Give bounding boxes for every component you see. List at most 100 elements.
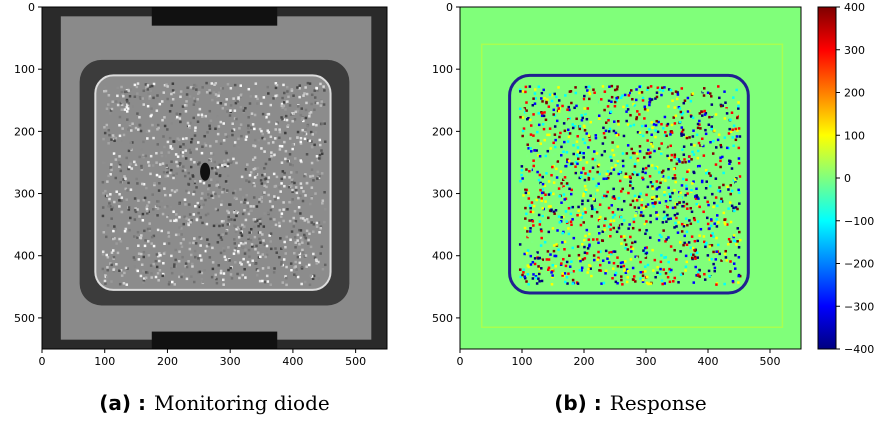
x-tick-label: 0 <box>457 355 464 368</box>
speckle <box>234 261 237 264</box>
speckle <box>313 144 316 147</box>
speckle <box>283 241 286 244</box>
speckle <box>731 136 734 139</box>
speckle <box>321 172 324 175</box>
speckle <box>589 139 592 142</box>
speckle <box>276 176 279 179</box>
speckle <box>731 190 734 193</box>
speckle <box>701 114 704 117</box>
speckle <box>665 238 668 241</box>
speckle <box>708 270 711 273</box>
speckle <box>738 147 741 150</box>
speckle <box>190 166 193 169</box>
speckle <box>621 94 624 97</box>
speckle <box>737 281 740 284</box>
speckle <box>304 138 307 141</box>
speckle <box>299 159 302 162</box>
speckle <box>305 117 308 120</box>
speckle <box>268 121 271 124</box>
speckle <box>710 225 713 228</box>
speckle <box>548 180 551 183</box>
speckle <box>206 91 209 94</box>
speckle <box>715 146 718 149</box>
speckle <box>115 177 118 180</box>
speckle <box>147 84 150 87</box>
speckle <box>231 277 234 280</box>
speckle <box>223 139 226 142</box>
speckle <box>568 254 571 256</box>
speckle <box>729 119 732 122</box>
speckle <box>113 152 116 155</box>
speckle <box>296 86 299 89</box>
speckle <box>274 95 277 98</box>
speckle <box>551 100 554 103</box>
x-tick-label: 400 <box>282 355 303 368</box>
speckle <box>644 233 647 236</box>
speckle <box>541 105 544 108</box>
speckle <box>633 275 636 278</box>
speckle <box>519 236 522 239</box>
speckle <box>554 185 557 188</box>
speckle <box>230 218 233 221</box>
speckle <box>718 186 721 189</box>
speckle <box>673 189 676 192</box>
speckle <box>686 224 689 227</box>
speckle <box>242 196 245 199</box>
speckle <box>611 277 614 280</box>
speckle <box>581 117 584 120</box>
speckle <box>541 112 544 115</box>
speckle <box>580 98 583 101</box>
speckle <box>558 114 561 117</box>
speckle <box>268 176 271 179</box>
speckle <box>570 224 573 227</box>
speckle <box>276 84 279 87</box>
speckle <box>605 240 608 243</box>
speckle <box>639 150 642 153</box>
speckle <box>215 172 218 175</box>
speckle <box>576 163 579 166</box>
speckle <box>691 151 694 154</box>
speckle <box>311 162 314 165</box>
speckle <box>246 194 249 197</box>
speckle <box>283 185 286 188</box>
speckle <box>559 226 562 229</box>
speckle <box>656 214 659 217</box>
speckle <box>262 267 265 270</box>
speckle <box>639 192 642 195</box>
speckle <box>152 208 155 211</box>
speckle <box>726 259 729 262</box>
speckle <box>234 247 237 250</box>
speckle <box>703 154 706 157</box>
speckle <box>148 254 151 257</box>
speckle <box>163 187 166 190</box>
speckle <box>222 188 225 191</box>
speckle <box>298 206 301 209</box>
speckle <box>200 278 203 281</box>
speckle <box>701 180 704 183</box>
speckle <box>686 243 689 246</box>
speckle <box>663 86 666 89</box>
speckle <box>734 106 737 109</box>
speckle <box>697 240 700 243</box>
speckle <box>656 180 659 183</box>
speckle <box>113 225 116 228</box>
speckle <box>732 280 735 283</box>
speckle <box>134 218 137 221</box>
speckle <box>621 223 624 226</box>
speckle <box>591 219 594 222</box>
speckle <box>708 116 711 119</box>
speckle <box>532 273 535 276</box>
speckle <box>527 192 530 195</box>
speckle <box>182 151 185 154</box>
speckle <box>669 195 672 198</box>
speckle <box>105 254 108 257</box>
speckle <box>693 153 696 156</box>
speckle <box>319 154 322 157</box>
speckle <box>184 149 187 152</box>
caption: (a) :Monitoring diode <box>99 391 330 415</box>
speckle <box>244 242 247 245</box>
speckle <box>698 154 701 157</box>
speckle <box>200 259 203 262</box>
speckle <box>601 154 604 157</box>
speckle <box>720 144 723 147</box>
